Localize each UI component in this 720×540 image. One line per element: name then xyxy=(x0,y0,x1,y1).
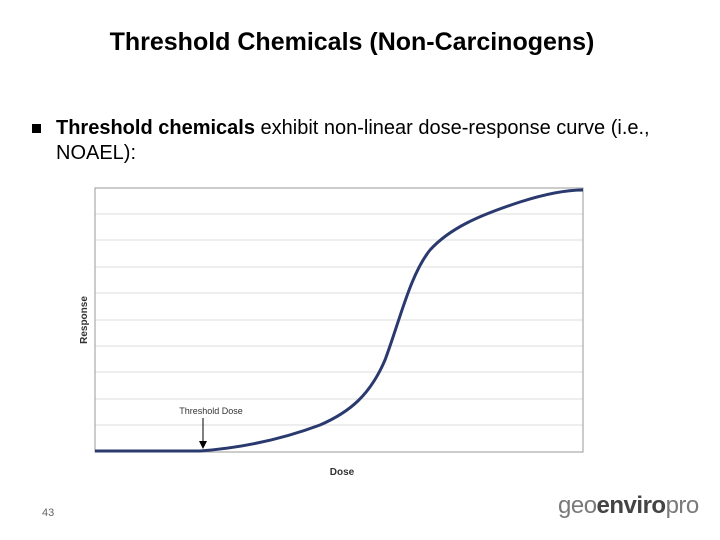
grid xyxy=(95,213,583,426)
logo-part: enviro xyxy=(596,492,667,519)
bullet-bold: Threshold chemicals xyxy=(56,117,255,139)
plot-frame xyxy=(94,187,584,453)
bullet-text: exhibit non-linear dose-response curve (… xyxy=(56,117,650,164)
bullet-marker xyxy=(32,124,41,133)
threshold-arrowhead xyxy=(199,441,207,449)
dose-response-curve xyxy=(95,188,584,453)
x-axis-label: Dose xyxy=(330,467,355,478)
logo-part: pro xyxy=(665,492,700,519)
bullet: Threshold chemicals exhibit non-linear d… xyxy=(30,116,690,166)
page-number: 43 xyxy=(42,507,55,519)
logo: geoenviropro xyxy=(558,492,699,520)
annotation: Threshold Dose xyxy=(179,406,243,416)
logo-part: geo xyxy=(558,492,597,519)
slide-title: Threshold Chemicals (Non-Carcinogens) xyxy=(109,28,595,56)
y-axis-label: Response xyxy=(79,296,90,344)
